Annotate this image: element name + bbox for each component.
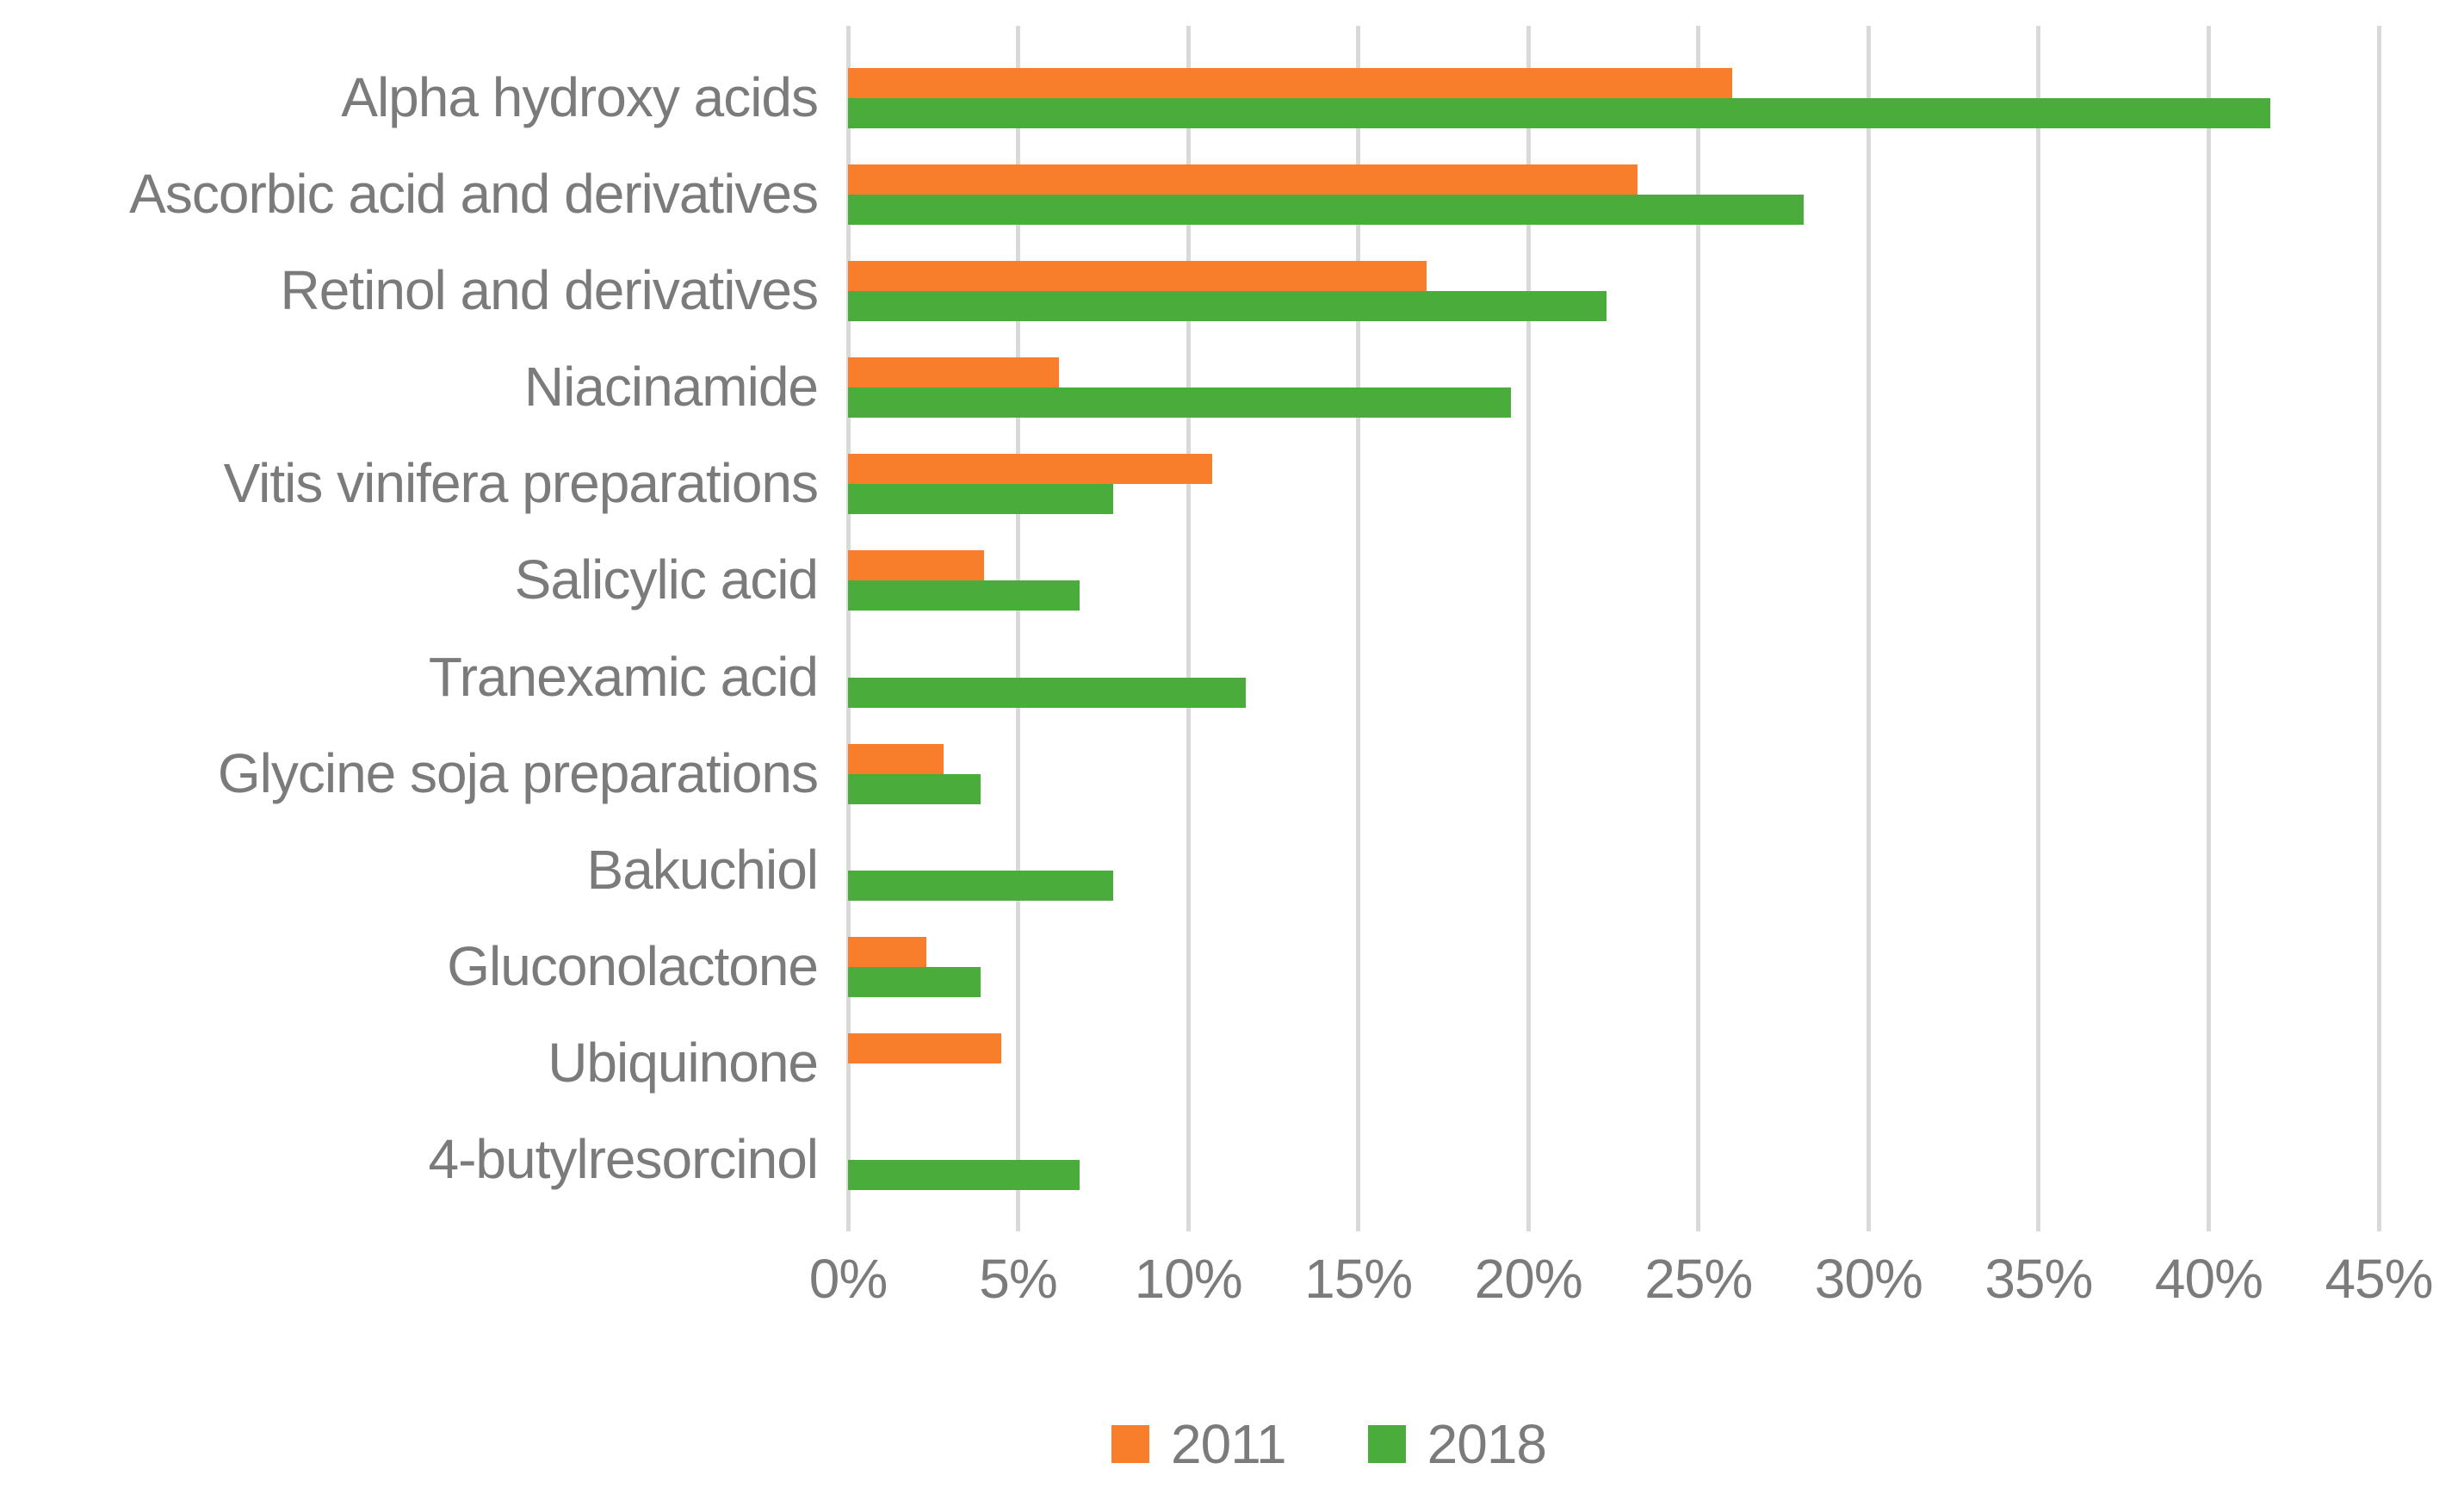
category-row	[848, 1112, 2379, 1208]
bar-2011	[848, 743, 944, 774]
category-row	[848, 629, 2379, 726]
category-row	[848, 726, 2379, 822]
bar-2018	[848, 966, 981, 997]
bar-2011	[848, 164, 1638, 195]
gridline	[845, 26, 851, 1231]
bar-2018	[848, 773, 981, 804]
bar-2018	[848, 677, 1247, 708]
x-axis-tick-label: 45%	[2325, 1248, 2433, 1310]
category-row	[848, 532, 2379, 629]
bar-rows	[848, 50, 2379, 1208]
bar-2018	[848, 484, 1114, 515]
bar-2011	[848, 1032, 1001, 1063]
bar-2011	[848, 454, 1212, 485]
plot-area	[845, 26, 2381, 1231]
category-label: Niacinamide	[523, 356, 819, 418]
legend: 2011 2018	[0, 1417, 2464, 1472]
gridline	[1526, 26, 1531, 1231]
x-axis: 0% 5% 10% 15% 20% 25% 30% 35% 40% 45%	[809, 1247, 2434, 1324]
category-label: Retinol and derivatives	[280, 259, 819, 322]
x-axis-tick-label: 15%	[1304, 1248, 1413, 1310]
legend-items: 2011 2018	[1111, 1413, 1547, 1475]
category-label: Gluconolactone	[447, 934, 819, 997]
bar-2011	[848, 261, 1427, 292]
legend-item: 2011	[1111, 1413, 1287, 1475]
bar-2018	[848, 580, 1080, 611]
legend-item: 2018	[1367, 1413, 1547, 1475]
x-axis-tick-label: 5%	[979, 1248, 1057, 1310]
x-axis-tick-label: 30%	[1814, 1248, 1923, 1310]
bar-2018	[848, 195, 1805, 226]
legend-swatch-2011	[1111, 1425, 1149, 1463]
category-label: 4-butylresorcinol	[428, 1127, 819, 1190]
category-row	[848, 243, 2379, 339]
gridline	[2206, 26, 2211, 1231]
gridline	[2036, 26, 2041, 1231]
x-axis-tick-label: 25%	[1644, 1248, 1753, 1310]
gridline	[1016, 26, 1021, 1231]
bar-2018	[848, 1159, 1080, 1190]
category-label: Ubiquinone	[548, 1031, 819, 1094]
category-row	[848, 146, 2379, 243]
category-row	[848, 1015, 2379, 1112]
gridline	[1696, 26, 1701, 1231]
category-label: Salicylic acid	[514, 549, 819, 611]
category-label: Glycine soja preparations	[217, 741, 819, 804]
bar-2018	[848, 388, 1512, 418]
category-row	[848, 919, 2379, 1015]
bar-2011	[848, 68, 1733, 99]
category-label: Bakuchiol	[586, 838, 820, 901]
bar-2011	[848, 357, 1059, 388]
category-label: Alpha hydroxy acids	[341, 66, 819, 129]
category-row	[848, 339, 2379, 436]
category-axis: Alpha hydroxy acids Ascorbic acid and der…	[0, 50, 820, 1208]
category-row	[848, 436, 2379, 532]
category-row	[848, 822, 2379, 919]
gridline	[1356, 26, 1361, 1231]
category-label: Vitis vinifera preparations	[223, 452, 819, 515]
x-axis-tick-label: 40%	[2154, 1248, 2263, 1310]
gridline	[2376, 26, 2381, 1231]
gridline	[1186, 26, 1191, 1231]
legend-swatch-2018	[1367, 1425, 1406, 1463]
legend-label: 2011	[1171, 1413, 1287, 1475]
bar-2018	[848, 98, 2270, 129]
x-axis-tick-label: 10%	[1134, 1248, 1243, 1310]
x-axis-tick-label: 35%	[1984, 1248, 2093, 1310]
bar-2011	[848, 936, 926, 967]
x-axis-tick-label: 0%	[808, 1248, 888, 1310]
x-axis-tick-label: 20%	[1474, 1248, 1583, 1310]
legend-label: 2018	[1427, 1413, 1547, 1475]
category-row	[848, 50, 2379, 146]
bar-2018	[848, 870, 1114, 901]
bar-2011	[848, 550, 985, 581]
gridline	[1866, 26, 1871, 1231]
bar-2018	[848, 291, 1607, 322]
category-label: Ascorbic acid and derivatives	[129, 163, 819, 226]
category-label: Tranexamic acid	[428, 645, 819, 708]
